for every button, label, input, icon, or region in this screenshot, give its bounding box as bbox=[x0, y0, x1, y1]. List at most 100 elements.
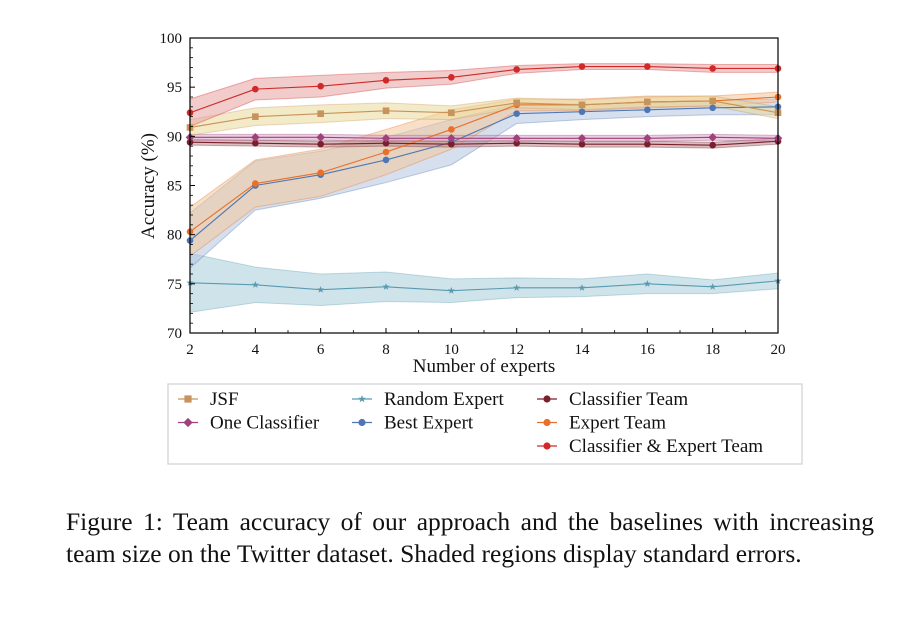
x-tick-label: 10 bbox=[444, 342, 459, 358]
data-point-classifier-expert-team bbox=[382, 76, 390, 84]
legend-marker-best-expert bbox=[358, 418, 366, 427]
legend-marker-classifier-team bbox=[543, 395, 551, 403]
x-tick-label: 12 bbox=[509, 342, 524, 358]
x-tick-label: 4 bbox=[252, 342, 260, 358]
y-tick-label: 85 bbox=[167, 179, 182, 195]
data-point-random-expert bbox=[382, 282, 390, 290]
legend-item-classifier-expert-team: Classifier & Expert Team bbox=[537, 436, 763, 457]
y-tick-label: 75 bbox=[167, 277, 182, 293]
data-point-random-expert bbox=[643, 280, 651, 287]
data-point-classifier-expert-team bbox=[644, 63, 651, 70]
data-point-best-expert bbox=[513, 110, 520, 118]
data-point-jsf bbox=[317, 110, 324, 118]
x-axis-label: Number of experts bbox=[413, 356, 555, 377]
data-point-one-classifier bbox=[577, 134, 587, 143]
x-tick-label: 6 bbox=[317, 342, 325, 358]
legend-label: JSF bbox=[210, 389, 239, 410]
y-ticks: 70 75 80 85 90 95 100 bbox=[160, 31, 195, 342]
legend: JSF One Classifier Random Expert Best Exper… bbox=[167, 383, 803, 465]
series-line-jsf bbox=[189, 100, 779, 129]
series-line-classifier-team bbox=[189, 140, 779, 146]
legend-marker-jsf bbox=[184, 395, 192, 403]
data-point-random-expert bbox=[578, 283, 586, 291]
legend-marker-expert-team bbox=[543, 418, 551, 427]
series-line-classifier-expert-team bbox=[189, 65, 778, 114]
data-point-jsf bbox=[578, 101, 586, 109]
data-point-one-classifier bbox=[708, 133, 717, 142]
y-tick-label: 95 bbox=[167, 80, 182, 96]
data-point-classifier-expert-team bbox=[252, 85, 259, 93]
data-point-classifier-expert-team bbox=[578, 63, 586, 70]
data-point-classifier-expert-team bbox=[448, 74, 455, 81]
x-tick-label: 18 bbox=[705, 342, 720, 358]
y-axis-label: Accuracy (%) bbox=[138, 133, 159, 239]
data-point-one-classifier bbox=[512, 134, 521, 143]
y-tick-label: 100 bbox=[160, 31, 183, 47]
y-tick-label: 90 bbox=[167, 129, 182, 145]
data-point-jsf bbox=[448, 109, 455, 117]
data-point-best-expert bbox=[644, 106, 651, 114]
series-line-best-expert bbox=[189, 106, 779, 241]
data-point-random-expert bbox=[447, 286, 455, 294]
figure-caption: Figure 1: Team accuracy of our approach … bbox=[66, 507, 874, 568]
y-tick-label: 70 bbox=[167, 326, 182, 342]
data-point-expert-team bbox=[317, 169, 324, 177]
data-point-classifier-team bbox=[513, 139, 520, 147]
x-tick-label: 2 bbox=[186, 342, 194, 358]
data-point-random-expert bbox=[709, 282, 717, 290]
data-point-random-expert bbox=[251, 281, 259, 288]
legend-item-expert-team: Expert Team bbox=[537, 413, 666, 434]
x-tick-label: 16 bbox=[640, 342, 656, 358]
legend-label: Classifier & Expert Team bbox=[569, 436, 763, 457]
legend-label: Classifier Team bbox=[569, 389, 688, 410]
legend-marker-classifier-expert-team bbox=[543, 442, 551, 450]
data-point-expert-team bbox=[252, 180, 259, 187]
data-point-jsf bbox=[709, 97, 716, 105]
data-point-best-expert bbox=[578, 108, 586, 116]
x-tick-label: 14 bbox=[575, 342, 591, 358]
legend-item-jsf: JSF bbox=[178, 389, 239, 410]
data-point-expert-team bbox=[382, 148, 390, 156]
legend-marker-one-classifier bbox=[183, 417, 193, 428]
data-point-classifier-expert-team bbox=[317, 82, 324, 90]
data-point-one-classifier bbox=[381, 134, 391, 143]
x-tick-label: 8 bbox=[382, 342, 390, 358]
data-point-one-classifier bbox=[643, 134, 652, 143]
data-point-classifier-team bbox=[252, 139, 259, 147]
error-band-random-expert bbox=[189, 252, 779, 313]
legend-item-one-classifier: One Classifier bbox=[178, 413, 320, 434]
legend-frame bbox=[167, 383, 803, 465]
legend-marker-random-expert bbox=[358, 394, 366, 403]
data-point-classifier-expert-team bbox=[709, 65, 716, 72]
data-point-random-expert bbox=[513, 283, 521, 291]
data-point-jsf bbox=[513, 99, 520, 107]
legend-item-classifier-team: Classifier Team bbox=[537, 389, 688, 410]
data-point-expert-team bbox=[448, 126, 455, 133]
data-point-jsf bbox=[382, 107, 390, 115]
data-point-jsf bbox=[644, 98, 651, 106]
data-point-classifier-team bbox=[709, 141, 716, 149]
chart: 2 4 6 8 10 12 14 16 18 20 70 75 80 85 90 95 100 Number … bbox=[138, 31, 803, 465]
data-point-classifier-expert-team bbox=[513, 66, 520, 73]
data-point-classifier-team bbox=[644, 140, 651, 148]
y-tick-label: 80 bbox=[167, 228, 182, 244]
data-point-classifier-team bbox=[448, 140, 455, 148]
data-point-best-expert bbox=[382, 156, 390, 164]
legend-label: One Classifier bbox=[210, 413, 320, 434]
data-point-classifier-team bbox=[578, 140, 586, 148]
series-line-random-expert bbox=[189, 280, 779, 292]
data-point-one-classifier bbox=[251, 133, 260, 142]
data-point-random-expert bbox=[317, 285, 325, 293]
data-point-classifier-team bbox=[317, 140, 324, 148]
legend-item-random-expert: Random Expert bbox=[352, 389, 505, 410]
data-point-classifier-team bbox=[382, 139, 390, 147]
legend-label: Random Expert bbox=[384, 389, 505, 410]
x-ticks: 2 4 6 8 10 12 14 16 18 20 bbox=[186, 328, 786, 358]
x-tick-label: 20 bbox=[771, 342, 786, 358]
series-lines bbox=[189, 65, 779, 292]
data-point-one-classifier bbox=[316, 133, 325, 142]
data-point-one-classifier bbox=[447, 134, 456, 143]
legend-label: Best Expert bbox=[384, 413, 474, 434]
series-line-one-classifier bbox=[190, 136, 779, 139]
